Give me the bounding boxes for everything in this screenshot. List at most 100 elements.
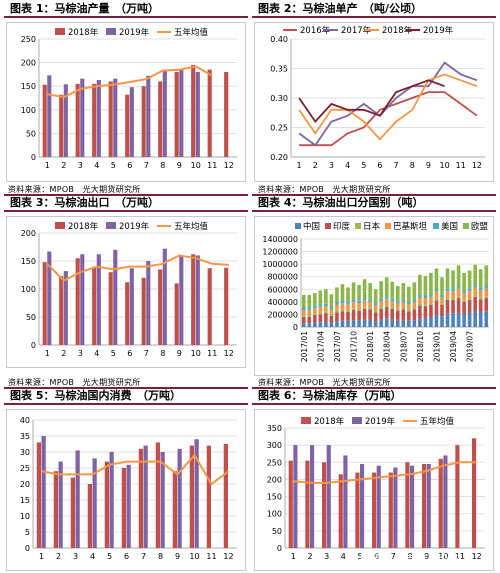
bar-2019年	[326, 445, 331, 548]
stack-中国	[440, 316, 444, 327]
stack-印度	[335, 312, 339, 322]
bar-2019年	[143, 445, 148, 548]
stack-日本	[451, 298, 455, 300]
x-tick-label: 1	[39, 552, 44, 561]
stack-印度	[357, 310, 361, 321]
x-tick-label: 1	[45, 161, 50, 170]
x-tick-label: 11	[207, 161, 217, 170]
stack-中国	[418, 318, 422, 327]
stack-日本	[301, 315, 306, 317]
x-tick-label: 12	[224, 349, 234, 358]
source-note: 资料来源：MPOB 光大期货研究所	[258, 185, 391, 194]
watermark: 陆家嘴大宗商品论坛	[360, 553, 459, 566]
stack-美国	[313, 305, 317, 309]
line-五年均值	[46, 254, 229, 282]
stack-巴基斯坦	[373, 305, 378, 311]
stack-中国	[478, 311, 483, 327]
bar-2019年	[162, 248, 167, 345]
stack-欧盟	[440, 277, 444, 295]
stack-巴基斯坦	[456, 288, 461, 297]
bar-2018年	[388, 472, 393, 548]
bar-2018年	[372, 472, 377, 548]
bar-2018年	[104, 461, 109, 548]
stack-印度	[412, 309, 417, 321]
stack-巴基斯坦	[379, 301, 383, 307]
x-tick-label: 4	[345, 161, 350, 170]
y-tick-label: 0	[31, 153, 36, 162]
stack-美国	[346, 301, 350, 305]
stack-印度	[346, 311, 350, 321]
x-tick-label: 8	[158, 552, 163, 561]
stack-巴基斯坦	[434, 291, 439, 299]
bar-2018年	[138, 448, 143, 548]
x-tick-label: 6	[377, 161, 382, 170]
stack-日本	[384, 305, 389, 307]
stack-美国	[429, 294, 433, 297]
legend-label: 日本	[363, 221, 381, 232]
stack-巴基斯坦	[351, 301, 356, 309]
stack-印度	[301, 316, 306, 324]
legend-label: 2018年	[314, 416, 345, 427]
stack-巴基斯坦	[340, 303, 345, 310]
legend-swatch	[463, 223, 469, 229]
x-tick-label: 10	[189, 552, 199, 561]
stack-欧盟	[462, 272, 466, 291]
bar-2019年	[146, 75, 151, 157]
stack-日本	[462, 299, 466, 302]
x-tick-label: 3	[78, 161, 83, 170]
bar-2018年	[70, 477, 75, 548]
stack-日本	[362, 306, 367, 309]
bar-2018年	[322, 462, 327, 548]
y-tick-label: 800000	[267, 273, 298, 282]
stack-巴基斯坦	[440, 297, 444, 304]
stack-印度	[307, 316, 312, 324]
stack-日本	[445, 298, 450, 300]
bar-2019年	[96, 254, 101, 345]
x-tick-label: 5	[357, 552, 362, 561]
stack-欧盟	[395, 286, 400, 302]
stack-巴基斯坦	[313, 308, 317, 314]
x-tick-label: 7	[394, 161, 399, 170]
stack-日本	[484, 296, 489, 299]
bar-2019年	[426, 464, 431, 548]
stack-巴基斯坦	[423, 298, 428, 305]
y-tick-label: 0	[277, 544, 282, 553]
stack-中国	[423, 318, 428, 327]
stack-欧盟	[407, 286, 411, 302]
bar-2019年	[310, 445, 315, 548]
y-tick-label: 150	[267, 493, 282, 502]
bar-2018年	[53, 471, 58, 548]
x-tick-label: 8	[407, 552, 412, 561]
bar-2018年	[438, 458, 443, 548]
bar-2019年	[113, 249, 118, 345]
bar-2019年	[293, 445, 298, 548]
bar-2018年	[174, 72, 179, 157]
stack-欧盟	[451, 270, 455, 290]
x-tick-label: 2	[56, 552, 61, 561]
bar-2019年	[179, 69, 184, 157]
x-tick-label: 10	[191, 349, 201, 358]
bar-2018年	[472, 438, 477, 548]
stack-欧盟	[373, 289, 378, 304]
stack-日本	[329, 313, 334, 316]
stack-巴基斯坦	[401, 301, 406, 308]
stack-印度	[313, 315, 317, 323]
stack-美国	[423, 295, 428, 299]
stack-印度	[429, 305, 433, 318]
stack-中国	[318, 321, 323, 327]
stack-巴基斯坦	[384, 298, 389, 305]
stack-中国	[346, 320, 350, 327]
stack-欧盟	[307, 294, 312, 309]
stack-日本	[313, 313, 317, 316]
y-tick-label: 600000	[267, 285, 298, 294]
line-2017年	[298, 61, 478, 147]
x-tick-label: 2018/10	[416, 331, 425, 362]
legend-swatch	[301, 417, 311, 424]
y-tick-label: 200	[21, 229, 36, 238]
bar-2019年	[126, 464, 131, 548]
legend-label: 五年均值	[174, 27, 209, 38]
stack-印度	[384, 306, 389, 319]
export-country-chart: 0 200000 400000 600000 800000 1000000 1200000 1…	[262, 221, 489, 362]
line-五年均值	[41, 453, 230, 486]
stack-巴基斯坦	[484, 288, 489, 297]
